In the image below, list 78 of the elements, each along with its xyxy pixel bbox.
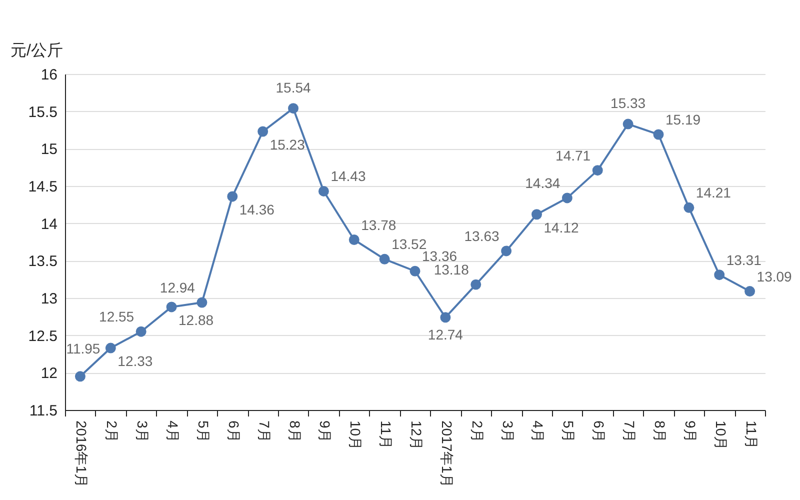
point: [501, 246, 512, 256]
point: [592, 165, 603, 176]
x-tick-label: 9月: [682, 420, 698, 442]
data-label: 12.88: [178, 312, 214, 328]
point: [622, 118, 634, 130]
data-label: 12.55: [99, 308, 134, 325]
point: [258, 126, 268, 137]
data-label: 12.74: [428, 326, 464, 342]
point: [653, 129, 664, 140]
x-tick-label: 12月: [408, 420, 424, 450]
x-tick-label: 6月: [226, 420, 242, 442]
y-tick-label: 13: [40, 290, 58, 308]
point: [714, 270, 725, 280]
point: [531, 209, 542, 220]
data-label: 13.18: [434, 262, 470, 278]
data-label: 14.21: [696, 184, 732, 201]
data-label: 13.78: [361, 216, 396, 233]
x-tick-label: 9月: [317, 420, 334, 442]
x-tick-label: 11月: [743, 420, 760, 450]
point: [74, 371, 86, 382]
y-tick-label: 12: [40, 365, 58, 382]
point: [348, 234, 360, 245]
data-label: 14.43: [330, 168, 366, 184]
x-tick-label: 4月: [530, 420, 546, 442]
point: [136, 326, 146, 337]
x-tick-label: 8月: [652, 420, 668, 442]
data-label: 14.71: [556, 147, 591, 164]
x-tick-label: 7月: [256, 420, 272, 442]
data-label: 15.33: [610, 95, 646, 112]
x-tick-label: 2月: [104, 420, 120, 442]
data-label: 11.95: [66, 340, 100, 356]
x-tick-label: 3月: [500, 420, 516, 442]
x-tick-label: 3月: [134, 420, 151, 442]
data-label: 15.19: [665, 111, 701, 128]
data-label: 12.33: [118, 353, 153, 370]
y-tick-label: 15: [40, 141, 58, 158]
x-tick-label: 6月: [591, 420, 608, 442]
point: [196, 297, 208, 308]
point: [105, 342, 116, 354]
x-tick-label: 7月: [622, 420, 638, 442]
data-label: 14.36: [239, 201, 275, 218]
point: [440, 312, 451, 323]
x-tick-label: 5月: [560, 420, 577, 442]
data-label: 13.63: [464, 228, 500, 244]
x-tick-label: 5月: [195, 420, 212, 442]
data-label: 15.23: [270, 136, 306, 152]
data-label: 14.34: [525, 174, 560, 191]
y-tick-label: 16: [40, 66, 58, 84]
y-tick-label: 15.5: [28, 104, 58, 121]
point: [318, 186, 329, 196]
point: [227, 191, 238, 202]
y-tick-label: 12.5: [28, 328, 58, 345]
point: [166, 302, 177, 312]
x-tick-label: 2月: [469, 420, 486, 442]
point: [410, 266, 420, 276]
y-tick-label: 13.5: [28, 253, 58, 270]
x-tick-label: 2016年1月: [74, 420, 90, 488]
point: [562, 192, 572, 204]
x-tick-label: 11月: [378, 420, 394, 450]
data-label: 12.94: [160, 279, 196, 296]
point: [379, 254, 390, 264]
data-label: 13.09: [756, 268, 792, 284]
x-tick-label: 2017年1月: [438, 420, 455, 488]
point: [684, 202, 694, 213]
data-label: 15.54: [276, 79, 311, 96]
point: [288, 103, 299, 114]
x-tick-label: 8月: [286, 420, 303, 442]
data-label: 14.12: [544, 219, 579, 236]
y-axis-title: 元/公斤: [10, 42, 63, 60]
point: [470, 279, 482, 290]
data-label: 13.31: [726, 252, 762, 268]
x-tick-label: 10月: [712, 420, 729, 450]
x-tick-label: 4月: [165, 420, 182, 442]
point: [744, 286, 756, 297]
y-tick-label: 11.5: [29, 402, 58, 420]
y-tick-label: 14.5: [28, 178, 58, 196]
x-tick-label: 10月: [348, 420, 364, 450]
y-tick-label: 14: [40, 216, 58, 233]
